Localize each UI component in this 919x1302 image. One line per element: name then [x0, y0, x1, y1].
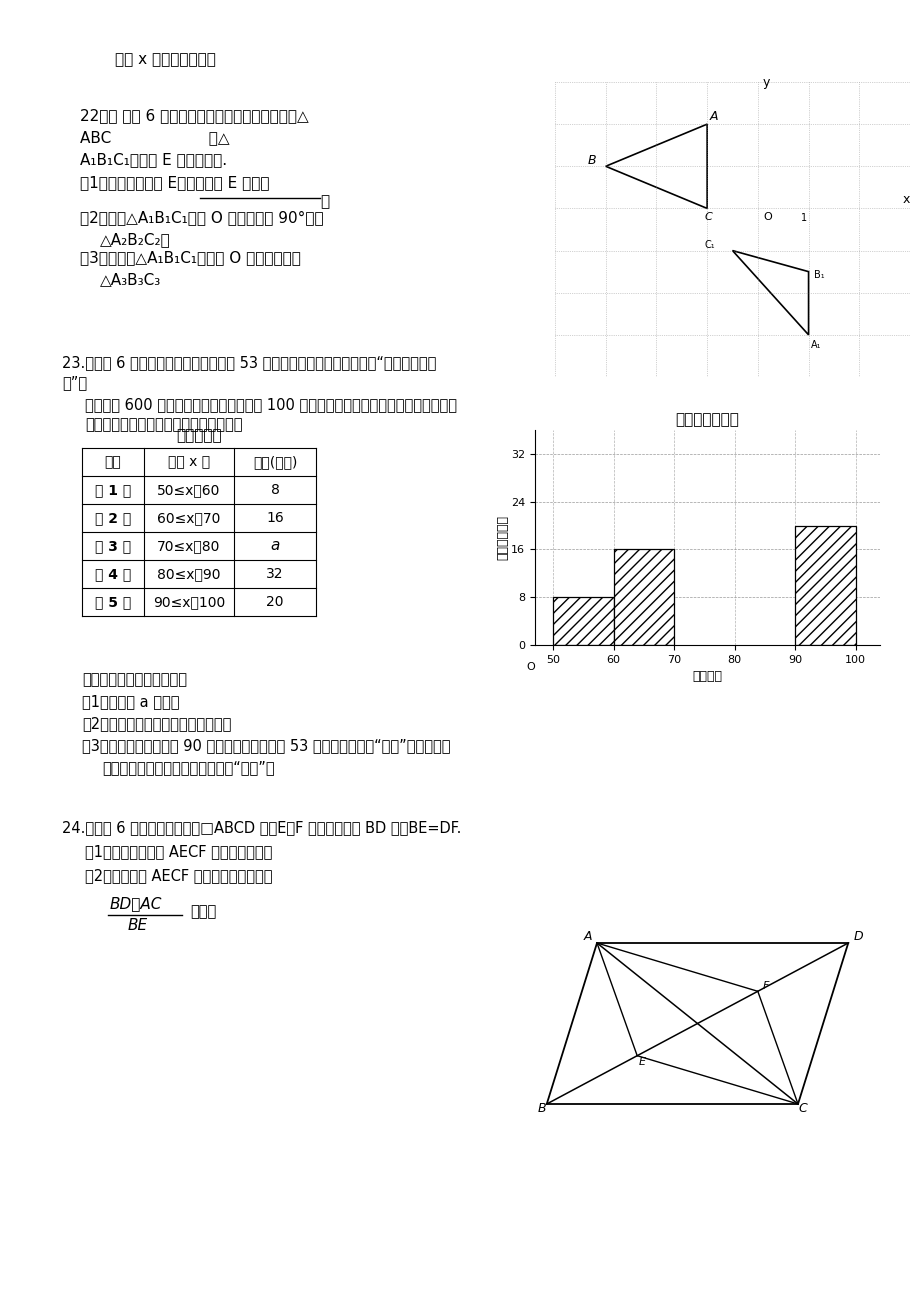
Text: BD－AC: BD－AC	[110, 896, 162, 911]
Text: F: F	[762, 980, 768, 991]
Text: （2）当四边形 AECF 为矩形时，直接写出: （2）当四边形 AECF 为矩形时，直接写出	[85, 868, 272, 883]
Text: 80≤x＜90: 80≤x＜90	[157, 566, 221, 581]
Text: （1）画出对称中心 E，并写出点 E 的坐标: （1）画出对称中心 E，并写出点 E 的坐标	[80, 174, 269, 190]
Bar	[552, 598, 613, 644]
Title: 频数分布直方图: 频数分布直方图	[675, 413, 739, 427]
Text: 第 4 组: 第 4 组	[95, 566, 131, 581]
Text: （2）画出△A₁B₁C₁绕点 O 逆时针旋转 90°后的: （2）画出△A₁B₁C₁绕点 O 逆时针旋转 90°后的	[80, 210, 323, 225]
Text: 频数(人数): 频数(人数)	[253, 454, 297, 469]
Text: 32: 32	[266, 566, 283, 581]
Text: B: B	[587, 154, 596, 167]
Text: ；: ；	[320, 194, 329, 210]
Text: 不完整的频数分布表和频数分布直方图：: 不完整的频数分布表和频数分布直方图：	[85, 417, 243, 432]
Text: 60≤x＜70: 60≤x＜70	[157, 510, 221, 525]
Text: 16: 16	[266, 510, 284, 525]
Text: （2）请把频数分布直方图补充完整；: （2）请把频数分布直方图补充完整；	[82, 716, 231, 730]
Text: 频数分布表: 频数分布表	[176, 428, 221, 443]
Text: A: A	[583, 930, 591, 943]
Text: 赛”，: 赛”，	[62, 375, 87, 391]
Text: 22．（ 本题 6 分）如图，在平面直角坐标系中，△: 22．（ 本题 6 分）如图，在平面直角坐标系中，△	[80, 108, 309, 122]
Text: △A₂B₂C₂；: △A₂B₂C₂；	[100, 232, 171, 247]
Text: 组别: 组别	[105, 454, 121, 469]
Text: 8: 8	[270, 483, 279, 497]
Y-axis label: 频数（人数）: 频数（人数）	[496, 516, 509, 560]
Text: 第 2 组: 第 2 组	[95, 510, 131, 525]
Text: 50≤x＜60: 50≤x＜60	[157, 483, 221, 497]
Text: C: C	[704, 212, 711, 223]
Text: （1）求表中 a 的値：: （1）求表中 a 的値：	[82, 694, 179, 710]
Text: E: E	[638, 1057, 645, 1066]
Text: 第 5 组: 第 5 组	[95, 595, 131, 609]
Text: A₁: A₁	[811, 340, 821, 349]
Text: 23.（本题 6 分）苏州某中学为了迎接第 53 届世乒赛，：在九年级举行了“乒乓球知识竞: 23.（本题 6 分）苏州某中学为了迎接第 53 届世乒赛，：在九年级举行了“乒…	[62, 355, 436, 370]
Text: A: A	[709, 109, 718, 122]
Text: （1）求证：四边形 AECF 是平行四边形；: （1）求证：四边形 AECF 是平行四边形；	[85, 844, 272, 859]
Text: 第 1 组: 第 1 组	[95, 483, 131, 497]
Text: C₁: C₁	[704, 241, 714, 250]
Text: a: a	[270, 539, 279, 553]
Text: O: O	[526, 663, 534, 672]
Text: B: B	[537, 1101, 546, 1115]
Text: x: x	[902, 194, 909, 207]
Bar	[613, 549, 674, 644]
Text: 作为 x 的値代入求値。: 作为 x 的値代入求値。	[115, 52, 216, 66]
Text: y: y	[762, 77, 769, 90]
Text: O: O	[762, 212, 771, 223]
Text: 成绩 x 分: 成绩 x 分	[168, 454, 210, 469]
Text: 90≤x＜100: 90≤x＜100	[153, 595, 225, 609]
Text: 请结合图表完成下列各题：: 请结合图表完成下列各题：	[82, 672, 187, 687]
Text: （3）若测试成绩不低于 90 分的同学可以获得第 53 届世乒赛吉祥物“乒宝”，请你估计: （3）若测试成绩不低于 90 分的同学可以获得第 53 届世乒赛吉祥物“乒宝”，…	[82, 738, 450, 753]
Text: 1: 1	[800, 214, 806, 223]
Text: BE: BE	[128, 918, 148, 934]
Text: 的値。: 的値。	[190, 904, 216, 919]
Text: 该校九年级有多少位同学可以获得“乒宝”？: 该校九年级有多少位同学可以获得“乒宝”？	[102, 760, 275, 775]
Text: 20: 20	[266, 595, 283, 609]
Text: △A₃B₃C₃: △A₃B₃C₃	[100, 272, 161, 286]
Text: D: D	[852, 930, 862, 943]
Text: C: C	[798, 1101, 807, 1115]
Text: 从全年级 600 名学生的成绩中随机抽选了 100 名学生的成绩，根据测试成绩绘制成以下: 从全年级 600 名学生的成绩中随机抽选了 100 名学生的成绩，根据测试成绩绘…	[85, 397, 457, 411]
Text: （3）画出与△A₁B₁C₁关于点 O 成中心对称的: （3）画出与△A₁B₁C₁关于点 O 成中心对称的	[80, 250, 301, 266]
Text: ABC                    和△: ABC 和△	[80, 130, 230, 145]
Text: B₁: B₁	[812, 270, 823, 280]
Bar	[794, 526, 855, 644]
Text: 第 3 组: 第 3 组	[95, 539, 130, 553]
X-axis label: 测试成绩: 测试成绩	[692, 671, 721, 684]
Text: 24.（本题 6 分）已知：如图，□ABCD 中，E，F 两点在对角线 BD 上，BE=DF.: 24.（本题 6 分）已知：如图，□ABCD 中，E，F 两点在对角线 BD 上…	[62, 820, 460, 835]
Text: A₁B₁C₁关于点 E 成中心对称.: A₁B₁C₁关于点 E 成中心对称.	[80, 152, 227, 167]
Text: 70≤x＜80: 70≤x＜80	[157, 539, 221, 553]
